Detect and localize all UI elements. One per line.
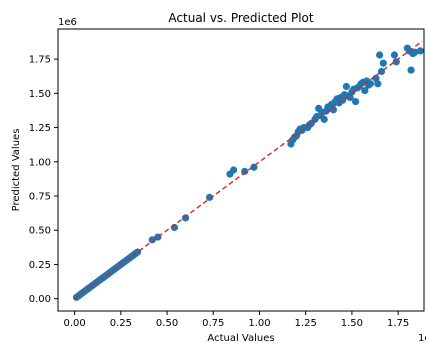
x-tick-label: 1.25 bbox=[295, 318, 317, 329]
y-tick-label: 0.25 bbox=[29, 260, 51, 271]
data-point bbox=[250, 163, 258, 171]
data-point bbox=[148, 236, 156, 244]
data-point bbox=[241, 167, 249, 175]
y-tick-label: 1.75 bbox=[29, 55, 51, 66]
data-point bbox=[416, 47, 424, 55]
data-point bbox=[352, 97, 360, 106]
data-point bbox=[407, 66, 415, 74]
data-point bbox=[205, 193, 214, 201]
data-point bbox=[376, 51, 384, 59]
data-point bbox=[342, 82, 350, 91]
data-point bbox=[366, 80, 374, 88]
x-tick-label: 1.50 bbox=[341, 318, 363, 329]
y-tick-label: 1.50 bbox=[29, 89, 51, 100]
data-points bbox=[72, 44, 424, 301]
y-tick-label: 0.50 bbox=[29, 226, 51, 237]
x-tick-label: 0.75 bbox=[202, 318, 224, 329]
x-axis-label: Actual Values bbox=[207, 333, 274, 343]
x-tick-label: 0.25 bbox=[110, 318, 132, 329]
x-tick-label: 0.50 bbox=[156, 318, 178, 329]
data-point bbox=[230, 166, 238, 174]
data-point bbox=[390, 51, 399, 59]
x-tick-label: 0.00 bbox=[64, 318, 86, 329]
x-offset-label: 1e6 bbox=[418, 333, 426, 343]
x-tick-label: 1.75 bbox=[387, 318, 409, 329]
y-offset-label: 1e6 bbox=[58, 17, 77, 28]
data-point bbox=[379, 59, 387, 67]
plot-frame bbox=[57, 28, 425, 312]
y-tick-label: 0.00 bbox=[29, 294, 51, 305]
y-tick-label: 1.25 bbox=[29, 123, 51, 134]
y-axis-ticks: 0.00 0.25 0.50 0.75 1.00 1.25 1.50 1.75 bbox=[29, 55, 58, 305]
x-tick-label: 1.00 bbox=[248, 318, 270, 329]
data-point bbox=[181, 214, 190, 222]
data-point bbox=[361, 87, 369, 95]
y-tick-label: 1.00 bbox=[29, 157, 51, 168]
data-point bbox=[392, 58, 400, 66]
y-axis-label: Predicted Values bbox=[11, 129, 22, 212]
reference-line bbox=[74, 40, 423, 300]
data-point bbox=[411, 48, 419, 56]
chart-title: Actual vs. Predicted Plot bbox=[168, 11, 313, 25]
y-tick-label: 0.75 bbox=[29, 192, 51, 203]
data-point bbox=[320, 115, 328, 123]
data-point bbox=[374, 80, 382, 88]
x-axis-ticks: 0.00 0.25 0.50 0.75 1.00 1.25 1.50 1.75 bbox=[64, 311, 409, 329]
